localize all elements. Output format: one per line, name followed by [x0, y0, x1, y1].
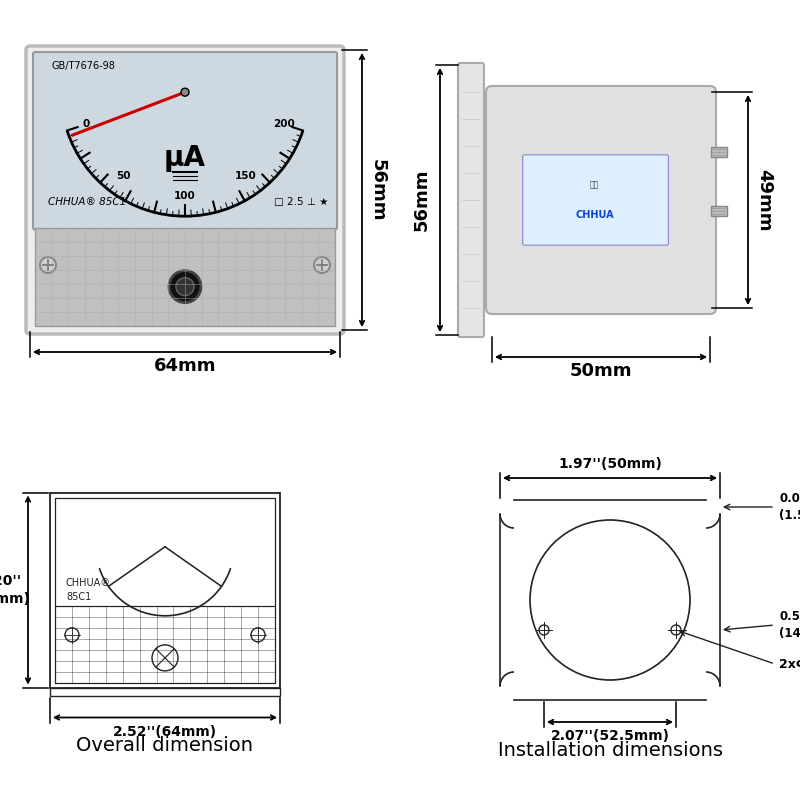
Circle shape — [40, 257, 56, 273]
Bar — [55, 498, 275, 682]
Text: CHHUA® 85C1: CHHUA® 85C1 — [48, 197, 126, 206]
Circle shape — [314, 257, 330, 273]
Text: CHHUA: CHHUA — [575, 210, 614, 220]
FancyBboxPatch shape — [522, 154, 669, 245]
Bar — [50, 687, 280, 695]
Text: 2.07''(52.5mm): 2.07''(52.5mm) — [550, 729, 670, 743]
Text: 0.06''
(1.5mm): 0.06'' (1.5mm) — [779, 493, 800, 522]
Text: GB/T7676-98: GB/T7676-98 — [52, 61, 116, 71]
Circle shape — [169, 270, 201, 302]
Bar — [35, 227, 335, 326]
Bar — [55, 606, 275, 682]
Bar — [50, 493, 280, 687]
FancyBboxPatch shape — [26, 46, 344, 334]
Text: 49mm: 49mm — [755, 169, 773, 231]
Text: □ 2.5 ⊥ ★: □ 2.5 ⊥ ★ — [274, 197, 328, 206]
Text: 2.52''(64mm): 2.52''(64mm) — [113, 725, 217, 738]
Text: μA: μA — [164, 144, 206, 172]
Text: 50mm: 50mm — [570, 362, 632, 380]
Text: 50: 50 — [117, 171, 131, 182]
Text: 合格: 合格 — [590, 180, 599, 190]
FancyBboxPatch shape — [486, 86, 716, 314]
Text: CHHUA®: CHHUA® — [66, 578, 111, 588]
Bar — [55, 498, 275, 606]
Text: 100: 100 — [174, 191, 196, 201]
Bar — [711, 206, 727, 216]
Text: Installation dimensions: Installation dimensions — [498, 741, 722, 759]
Text: 2.20''
(56mm): 2.20'' (56mm) — [0, 574, 30, 606]
Bar — [711, 147, 727, 158]
Text: 0: 0 — [82, 119, 90, 130]
Text: 0.57''
(14.5mm): 0.57'' (14.5mm) — [779, 610, 800, 639]
Circle shape — [176, 278, 194, 296]
FancyBboxPatch shape — [33, 52, 337, 230]
Text: 85C1: 85C1 — [66, 591, 91, 602]
Text: 2xΦ4: 2xΦ4 — [779, 658, 800, 670]
Text: 56mm: 56mm — [369, 158, 387, 222]
Text: 150: 150 — [235, 171, 257, 182]
FancyBboxPatch shape — [458, 63, 484, 337]
Text: 56mm: 56mm — [413, 169, 431, 231]
Text: Overall dimension: Overall dimension — [77, 736, 254, 755]
Text: 200: 200 — [273, 119, 294, 130]
Text: 1.97''(50mm): 1.97''(50mm) — [558, 457, 662, 471]
Text: 64mm: 64mm — [154, 357, 216, 375]
Circle shape — [181, 88, 189, 96]
